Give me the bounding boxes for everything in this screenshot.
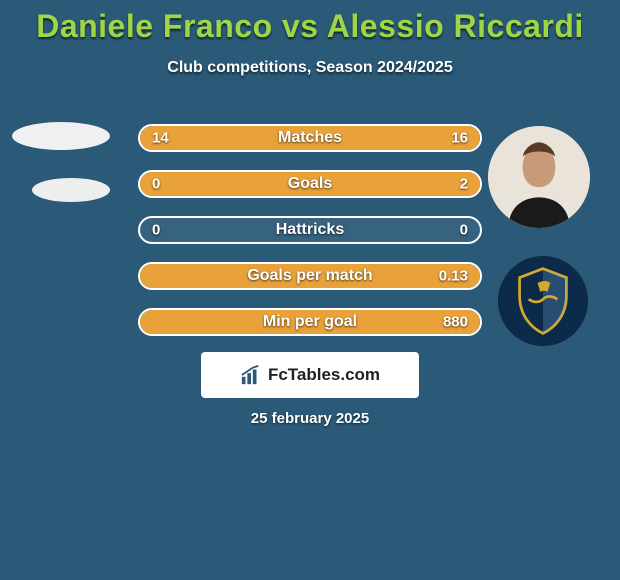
stat-value-left: 0 <box>152 222 160 239</box>
stat-row: 14 16 Matches <box>138 124 482 152</box>
brand-text: FcTables.com <box>268 365 380 385</box>
stat-label: Goals per match <box>247 267 372 285</box>
stat-row: 0.13 Goals per match <box>138 262 482 290</box>
brand-badge: FcTables.com <box>201 352 419 398</box>
stats-bars: 14 16 Matches 0 2 Goals 0 0 Hattricks 0.13 Goals p… <box>138 124 482 354</box>
stat-value-right: 2 <box>460 176 468 193</box>
person-icon <box>488 126 590 228</box>
club-badge-icon <box>498 256 588 346</box>
bar-chart-icon <box>240 364 262 386</box>
stat-label: Goals <box>288 175 332 193</box>
stat-value-left: 0 <box>152 176 160 193</box>
stat-value-right: 880 <box>443 314 468 331</box>
stat-label: Matches <box>278 129 342 147</box>
date-text: 25 february 2025 <box>0 410 620 427</box>
stat-label: Min per goal <box>263 313 357 331</box>
stat-value-left: 14 <box>152 130 169 147</box>
stat-value-right: 16 <box>451 130 468 147</box>
player-right-avatar <box>488 126 590 228</box>
stat-row: 880 Min per goal <box>138 308 482 336</box>
page-title: Daniele Franco vs Alessio Riccardi <box>0 0 620 45</box>
page-subtitle: Club competitions, Season 2024/2025 <box>0 59 620 77</box>
player-right-club-badge <box>498 256 588 346</box>
stat-value-right: 0.13 <box>439 268 468 285</box>
player-left-club-avatar <box>32 178 110 202</box>
stat-label: Hattricks <box>276 221 344 239</box>
player-left-avatar <box>12 122 110 150</box>
stat-row: 0 0 Hattricks <box>138 216 482 244</box>
comparison-card: Daniele Franco vs Alessio Riccardi Club … <box>0 0 620 580</box>
stat-row: 0 2 Goals <box>138 170 482 198</box>
stat-value-right: 0 <box>460 222 468 239</box>
